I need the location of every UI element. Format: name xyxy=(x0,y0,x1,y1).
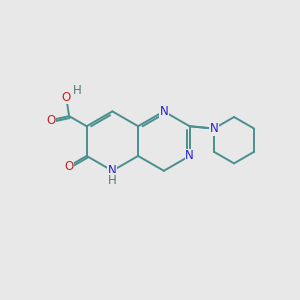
Text: H: H xyxy=(108,174,117,187)
Text: O: O xyxy=(61,91,71,104)
Text: O: O xyxy=(46,114,55,127)
Text: N: N xyxy=(108,164,117,177)
Text: H: H xyxy=(73,84,82,97)
Text: N: N xyxy=(160,105,168,118)
Text: N: N xyxy=(210,122,218,135)
Text: O: O xyxy=(64,160,74,173)
Text: N: N xyxy=(185,149,194,162)
